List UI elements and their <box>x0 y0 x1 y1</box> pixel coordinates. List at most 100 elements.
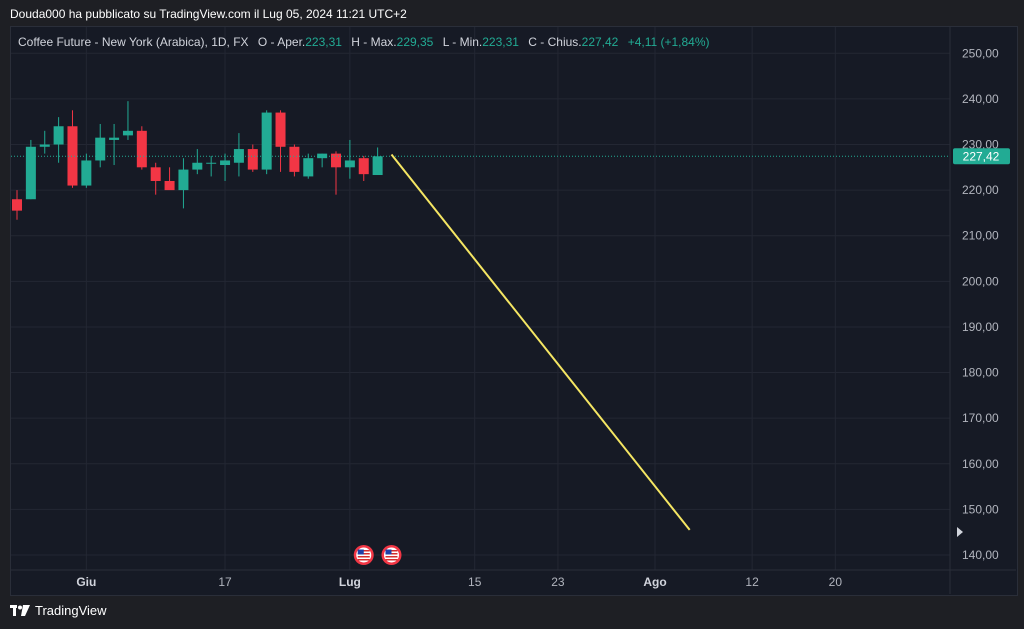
candle[interactable] <box>372 147 383 176</box>
candle[interactable] <box>317 153 328 168</box>
us-flag-icon[interactable] <box>353 545 374 565</box>
price-tick-label: 210,00 <box>962 229 999 243</box>
candle-body <box>12 199 22 211</box>
event-markers <box>353 545 402 565</box>
tradingview-logo-icon <box>10 604 30 616</box>
candle[interactable] <box>109 123 120 166</box>
flag-canton <box>357 549 364 555</box>
open-label: O - Aper. <box>257 35 306 49</box>
time-tick-label: 23 <box>551 575 565 589</box>
candle-body <box>178 169 189 191</box>
candle-body <box>122 130 133 136</box>
candle[interactable] <box>53 117 64 163</box>
price-tick-label: 250,00 <box>962 46 999 60</box>
chart-frame[interactable] <box>10 26 1018 596</box>
scroll-right-icon[interactable] <box>957 527 963 537</box>
time-tick-label: 20 <box>829 575 843 589</box>
price-tick-label: 190,00 <box>962 320 999 334</box>
candle[interactable] <box>39 130 50 154</box>
time-tick-label: 15 <box>468 575 482 589</box>
candle[interactable] <box>303 153 314 179</box>
time-axis: Giu 17 Lug 15 23 Ago 12 20 <box>76 575 842 589</box>
candle[interactable] <box>331 151 342 195</box>
candle[interactable] <box>12 190 22 220</box>
candle[interactable] <box>275 110 286 172</box>
time-tick-label: Giu <box>76 575 96 589</box>
change-value: +4,11 (+1,84%) <box>627 35 710 49</box>
drawings <box>11 153 950 531</box>
symbol-name: Coffee Future - New York (Arabica), 1D, … <box>18 35 249 49</box>
price-axis: 140,00 150,00 160,00 170,00 180,00 190,00 200,… <box>953 46 1010 562</box>
candle[interactable] <box>261 110 272 175</box>
candle-body <box>344 160 355 168</box>
symbol-legend: Coffee Future - New York (Arabica), 1D, … <box>18 35 710 49</box>
candle-body <box>289 146 300 172</box>
high-label: H - Max. <box>351 35 397 49</box>
flag-stripe <box>357 556 370 558</box>
time-tick-label: Ago <box>643 575 666 589</box>
us-flag-icon[interactable] <box>381 545 402 565</box>
candle-body <box>95 137 106 161</box>
candle[interactable] <box>247 144 258 172</box>
candle-body <box>247 149 258 170</box>
candle-body <box>81 160 92 186</box>
price-tick-label: 160,00 <box>962 457 999 471</box>
candle-body <box>109 137 120 140</box>
low-value: 223,31 <box>482 35 519 49</box>
candle[interactable] <box>178 158 189 209</box>
candle[interactable] <box>25 139 36 200</box>
flag-stripe <box>385 559 398 561</box>
price-tick-label: 220,00 <box>962 183 999 197</box>
candle-body <box>233 149 244 163</box>
close-label: C - Chius. <box>528 35 582 49</box>
candle[interactable] <box>344 139 355 179</box>
price-tick-label: 170,00 <box>962 411 999 425</box>
candle[interactable] <box>192 149 203 175</box>
time-tick-label: 12 <box>745 575 759 589</box>
candle[interactable] <box>95 123 106 168</box>
candle[interactable] <box>289 144 300 177</box>
candle-body <box>317 153 328 159</box>
flag-stripe <box>357 559 370 561</box>
tradingview-brand: TradingView <box>35 603 107 618</box>
candle[interactable] <box>67 110 78 188</box>
candle[interactable] <box>122 101 133 140</box>
low-label: L - Min. <box>442 35 483 49</box>
candle-body <box>275 112 286 147</box>
price-tick-label: 140,00 <box>962 548 999 562</box>
last-price-badge <box>953 148 1010 165</box>
candle-body <box>261 112 272 170</box>
candle-body <box>53 126 64 145</box>
price-tick-label: 240,00 <box>962 92 999 106</box>
candle-body <box>358 158 369 175</box>
candle-body <box>303 158 314 177</box>
candle-body <box>220 160 231 166</box>
high-value: 229,35 <box>396 35 434 49</box>
price-tick-label: 150,00 <box>962 502 999 516</box>
candle[interactable] <box>136 126 147 170</box>
candle[interactable] <box>220 153 231 181</box>
flag-stripe <box>385 556 398 558</box>
candle[interactable] <box>150 162 161 195</box>
candle-body <box>67 126 78 186</box>
candle[interactable] <box>358 155 369 181</box>
trend-line[interactable] <box>390 153 691 531</box>
publisher-line: Douda000 ha pubblicato su TradingView.co… <box>10 7 407 21</box>
candle[interactable] <box>206 155 217 177</box>
close-value: 227,42 <box>581 35 619 49</box>
candles <box>12 101 383 220</box>
candle-body <box>39 144 50 147</box>
grid <box>11 27 1016 594</box>
candle[interactable] <box>81 153 92 188</box>
candle-body <box>206 162 217 164</box>
time-tick-label: 17 <box>218 575 232 589</box>
price-tick-label: 200,00 <box>962 274 999 288</box>
time-tick-label: Lug <box>339 575 361 589</box>
candle-body <box>25 146 36 200</box>
tradingview-logo[interactable]: TradingView <box>10 603 107 618</box>
open-value: 223,31 <box>305 35 342 49</box>
flag-canton <box>385 549 392 555</box>
candle[interactable] <box>164 167 175 191</box>
candle[interactable] <box>233 133 244 177</box>
